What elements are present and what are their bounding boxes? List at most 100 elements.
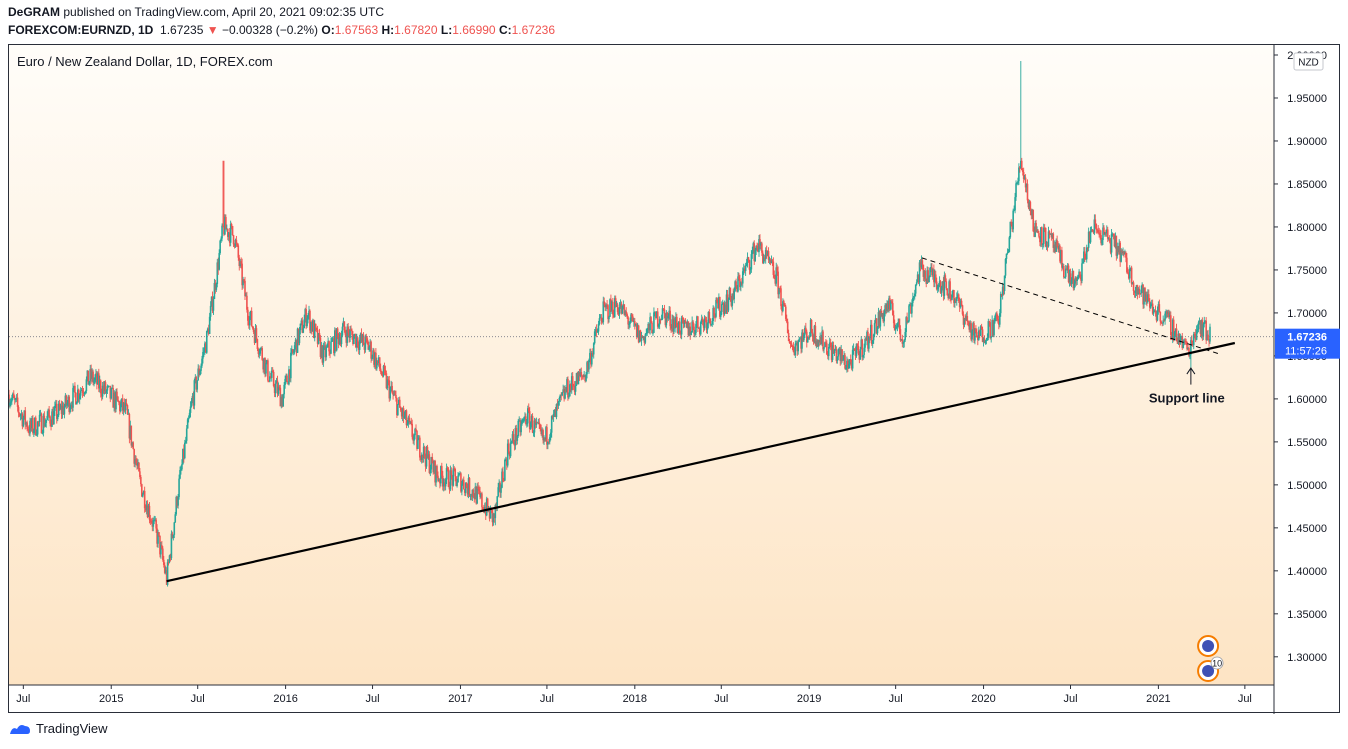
candle-body bbox=[626, 314, 628, 318]
candle-body bbox=[624, 311, 627, 315]
candle-body bbox=[1157, 304, 1160, 311]
candle-body bbox=[796, 342, 799, 352]
candle-body bbox=[880, 310, 883, 317]
candle-body bbox=[1068, 273, 1071, 283]
price-tick-label: 1.35000 bbox=[1287, 609, 1327, 621]
candle-body bbox=[141, 494, 144, 497]
candle-body bbox=[202, 352, 204, 359]
candle-body bbox=[199, 370, 201, 376]
candle-body bbox=[1160, 321, 1163, 323]
candle-body bbox=[258, 353, 261, 355]
symbol-name[interactable]: FOREXCOM:EURNZD, 1D bbox=[8, 23, 154, 37]
candle-body bbox=[618, 307, 621, 315]
candle-body bbox=[859, 349, 862, 360]
candle-body bbox=[954, 299, 956, 303]
price-tick-label: 1.75000 bbox=[1287, 265, 1327, 277]
candle-body bbox=[130, 425, 133, 446]
candle-body bbox=[425, 446, 428, 467]
candle-body bbox=[395, 394, 397, 399]
candle-body bbox=[1049, 233, 1052, 235]
candle-body bbox=[535, 422, 538, 425]
candle-body bbox=[1193, 333, 1196, 335]
candle-body bbox=[552, 413, 555, 417]
candle-body bbox=[1122, 252, 1124, 253]
candle-body bbox=[1082, 261, 1084, 264]
candle-body bbox=[316, 329, 319, 344]
candle-body bbox=[819, 337, 821, 343]
candle-body bbox=[540, 428, 542, 435]
high-label: H: bbox=[381, 23, 395, 37]
candle-body bbox=[1161, 322, 1164, 324]
candle-body bbox=[473, 496, 476, 500]
candle-body bbox=[232, 235, 235, 245]
publisher-name[interactable]: DeGRAM bbox=[8, 5, 61, 19]
candle-body bbox=[701, 318, 704, 321]
candle-body bbox=[1170, 315, 1172, 336]
price-axis[interactable]: 2.000001.950001.900001.850001.800001.750… bbox=[1273, 45, 1340, 714]
candle-body bbox=[159, 535, 161, 555]
candle-body bbox=[600, 317, 603, 321]
candle-body bbox=[991, 320, 993, 337]
candle-body bbox=[54, 405, 56, 411]
candle-body bbox=[178, 478, 180, 498]
close-label: C: bbox=[498, 23, 512, 37]
candle-body bbox=[658, 319, 661, 325]
candle-body bbox=[279, 387, 282, 407]
candle-body bbox=[318, 333, 321, 338]
candle-body bbox=[932, 269, 934, 276]
candle-body bbox=[413, 435, 415, 441]
candle-body bbox=[1184, 340, 1186, 342]
candle-body bbox=[401, 408, 404, 417]
candle-body bbox=[560, 394, 563, 396]
candle-body bbox=[764, 249, 767, 260]
candle-body bbox=[500, 487, 502, 493]
candle-body bbox=[963, 318, 966, 325]
candle-body bbox=[955, 299, 957, 301]
candle-body bbox=[979, 326, 982, 336]
candle-body bbox=[329, 351, 331, 354]
candle-body bbox=[803, 334, 805, 341]
candle-body bbox=[777, 271, 779, 295]
candle-body bbox=[432, 463, 435, 473]
candle-body bbox=[1070, 280, 1073, 285]
candle-body bbox=[471, 489, 474, 497]
candle-body bbox=[55, 403, 57, 406]
candle-body bbox=[172, 534, 175, 538]
candle-body bbox=[746, 257, 749, 263]
candle-body bbox=[903, 339, 906, 343]
candle-body bbox=[181, 464, 183, 470]
candle-body bbox=[995, 313, 997, 317]
candle-body bbox=[562, 389, 564, 393]
candle-body bbox=[494, 505, 497, 519]
time-axis[interactable]: Jul 2015 Jul 2016 Jul 2017 Jul 2018 Jul 2019 Jul 20… bbox=[9, 684, 1274, 705]
candle-body bbox=[255, 328, 258, 340]
candle-body bbox=[1103, 227, 1105, 235]
candle-body bbox=[721, 303, 724, 305]
price-tick-label: 1.70000 bbox=[1287, 308, 1327, 320]
candle-body bbox=[165, 570, 168, 585]
candle-body bbox=[240, 261, 242, 264]
footer-brand[interactable]: TradingView bbox=[8, 721, 108, 736]
candle-body bbox=[1077, 274, 1079, 280]
currency-badge[interactable]: NZD bbox=[1293, 52, 1324, 71]
candle-body bbox=[672, 319, 674, 332]
candle-body bbox=[410, 421, 413, 424]
candle-body bbox=[398, 399, 401, 408]
candle-body bbox=[1172, 319, 1175, 341]
candle-body bbox=[242, 279, 244, 286]
candle-body bbox=[698, 327, 700, 329]
candle-body bbox=[437, 475, 439, 481]
candle-body bbox=[351, 330, 353, 335]
candle-body bbox=[1207, 334, 1209, 340]
candle-body bbox=[813, 325, 816, 342]
candle-body bbox=[741, 282, 743, 284]
candle-body bbox=[333, 338, 335, 354]
candle-body bbox=[372, 350, 374, 358]
candle-body bbox=[561, 392, 563, 396]
candle-body bbox=[612, 301, 614, 315]
candle-body bbox=[86, 370, 89, 380]
price-tick-label: 1.85000 bbox=[1287, 179, 1327, 191]
time-tick-label: Jul bbox=[714, 693, 728, 705]
candle-body bbox=[975, 329, 977, 333]
